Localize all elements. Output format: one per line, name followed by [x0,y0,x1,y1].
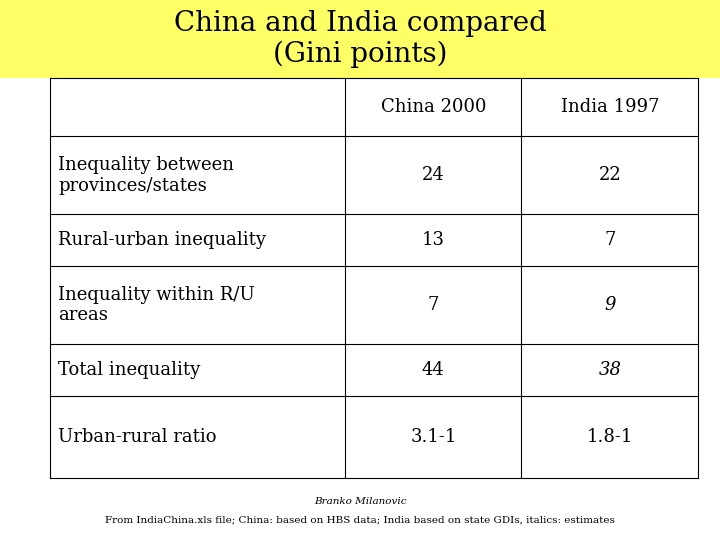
Text: China and India compared
(Gini points): China and India compared (Gini points) [174,10,546,69]
Text: 13: 13 [422,231,445,249]
Text: Inequality between
provinces/states: Inequality between provinces/states [58,156,234,194]
FancyBboxPatch shape [0,0,720,78]
Text: 9: 9 [604,296,616,314]
Text: India 1997: India 1997 [561,98,660,116]
Text: From IndiaChina.xls file; China: based on HBS data; India based on state GDIs, i: From IndiaChina.xls file; China: based o… [105,515,615,524]
Text: Urban-rural ratio: Urban-rural ratio [58,428,217,446]
Text: 7: 7 [428,296,439,314]
Text: 44: 44 [422,361,445,379]
Text: 1.8-1: 1.8-1 [587,428,633,446]
Text: Branko Milanovic: Branko Milanovic [314,497,406,505]
Text: 3.1-1: 3.1-1 [410,428,456,446]
Text: China 2000: China 2000 [381,98,486,116]
Text: Total inequality: Total inequality [58,361,200,379]
Text: Inequality within R/U
areas: Inequality within R/U areas [58,286,255,325]
Text: 38: 38 [598,361,621,379]
Text: Rural-urban inequality: Rural-urban inequality [58,231,266,249]
Text: 24: 24 [422,166,445,184]
Text: 7: 7 [604,231,616,249]
Text: 22: 22 [598,166,621,184]
